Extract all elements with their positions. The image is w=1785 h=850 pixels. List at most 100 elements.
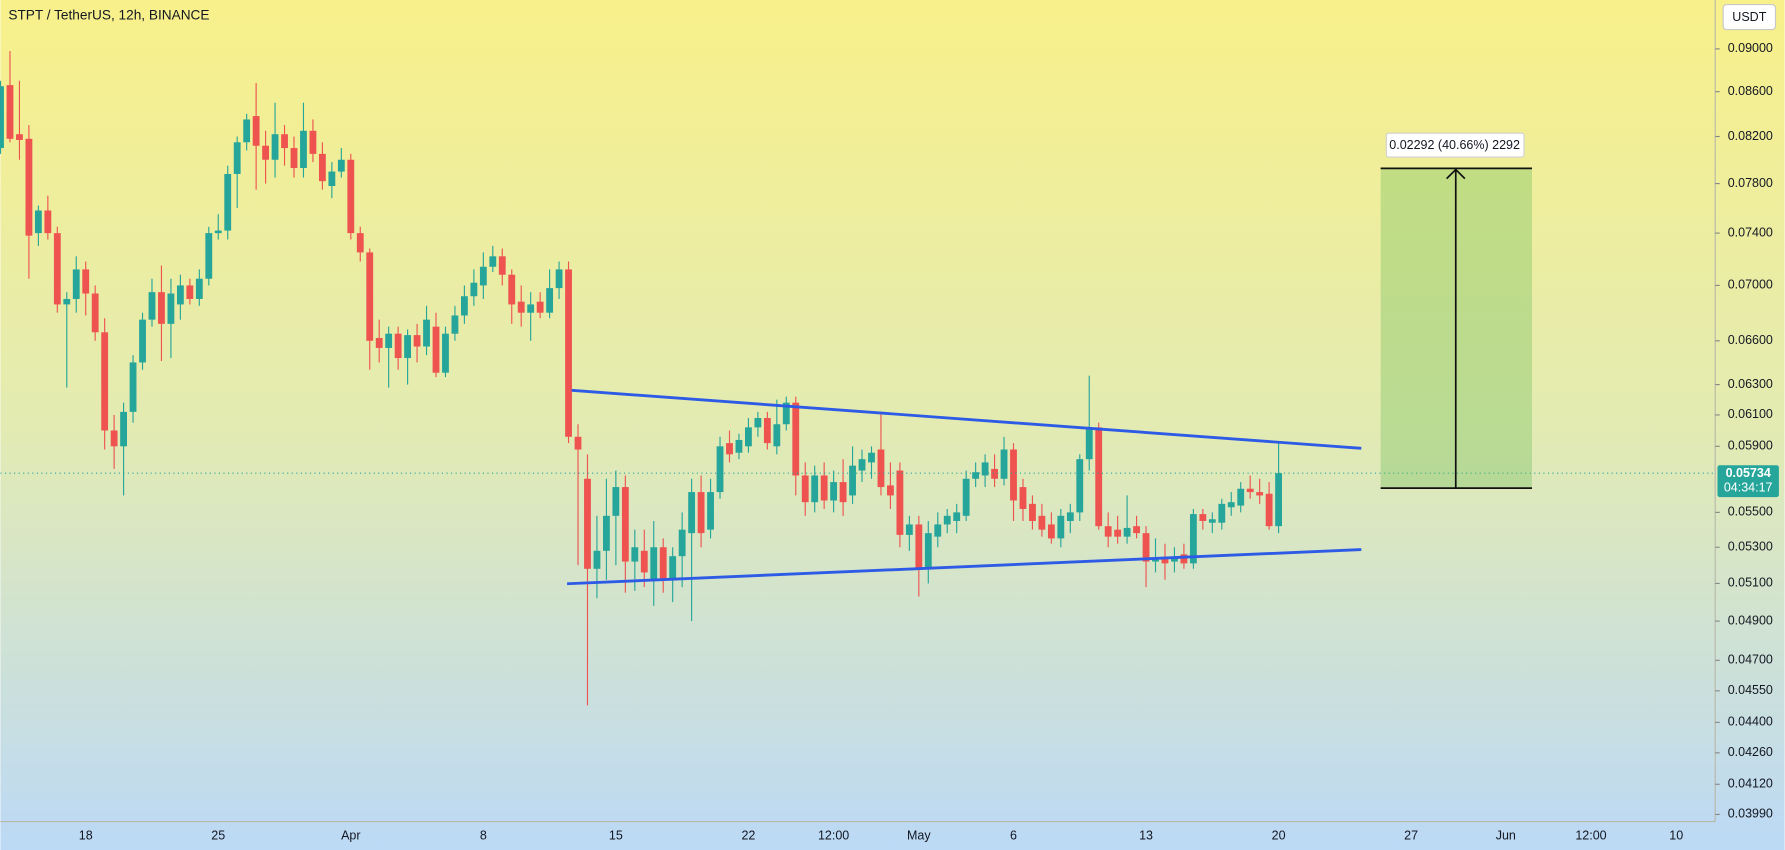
y-tick-label: 0.07800 bbox=[1728, 176, 1773, 190]
candle-body bbox=[735, 439, 743, 453]
candle-body bbox=[309, 130, 317, 154]
candle-body bbox=[1133, 526, 1140, 534]
y-tick-label: 0.04900 bbox=[1728, 613, 1773, 627]
chart-title: STPT / TetherUS, 12h, BINANCE bbox=[8, 8, 209, 23]
candle-body bbox=[205, 233, 213, 279]
candle-body bbox=[394, 333, 402, 359]
candle-body bbox=[820, 475, 828, 501]
candle-body bbox=[53, 233, 61, 305]
candle-body bbox=[896, 470, 904, 535]
candle-body bbox=[991, 468, 998, 479]
x-tick-label: Apr bbox=[341, 829, 360, 843]
candle-body bbox=[1104, 526, 1112, 537]
candle-body bbox=[565, 269, 572, 437]
candle-body bbox=[148, 292, 156, 320]
candle-body bbox=[1199, 514, 1207, 521]
candle-body bbox=[1265, 493, 1273, 527]
candle-body bbox=[650, 547, 658, 580]
x-tick-label: 27 bbox=[1404, 829, 1418, 843]
candle-body bbox=[1180, 554, 1188, 564]
y-tick-label: 0.04400 bbox=[1728, 715, 1773, 729]
candle-body bbox=[1066, 512, 1074, 521]
candle-body bbox=[858, 459, 866, 471]
candle-body bbox=[375, 337, 383, 348]
candle-body bbox=[271, 134, 279, 160]
candle-body bbox=[6, 85, 14, 139]
candle-body bbox=[621, 487, 629, 562]
candle-body bbox=[214, 230, 222, 234]
candle-body bbox=[1076, 459, 1084, 513]
candle-body bbox=[745, 427, 752, 447]
candle-body bbox=[1123, 527, 1131, 537]
candle-body bbox=[726, 443, 733, 455]
measure-label: 0.02292 (40.66%) 2292 bbox=[1389, 138, 1520, 152]
currency-badge[interactable] bbox=[1722, 3, 1777, 31]
candle-body bbox=[1142, 533, 1150, 562]
candle-body bbox=[224, 173, 232, 231]
candle-body bbox=[830, 482, 838, 501]
candle-body bbox=[110, 430, 118, 447]
candle-body bbox=[546, 288, 554, 313]
candle-body bbox=[981, 462, 989, 476]
y-tick-label: 0.05900 bbox=[1728, 439, 1773, 453]
candle-body bbox=[1010, 449, 1017, 501]
candle-body bbox=[1227, 502, 1235, 508]
y-tick-label: 0.06600 bbox=[1728, 333, 1773, 347]
candle-body bbox=[584, 478, 591, 569]
candle-body bbox=[1208, 519, 1216, 523]
candle-body bbox=[924, 533, 932, 569]
candle-body bbox=[593, 550, 601, 569]
x-tick-label: 25 bbox=[211, 829, 225, 843]
candle-body bbox=[1256, 492, 1264, 496]
candle-body bbox=[517, 301, 525, 313]
candle-body bbox=[300, 130, 307, 169]
candle-body bbox=[1047, 524, 1055, 539]
candle-body bbox=[555, 269, 563, 289]
candle-body bbox=[451, 315, 459, 334]
candle-body bbox=[120, 411, 127, 447]
candle-body bbox=[176, 285, 184, 305]
x-tick-label: 8 bbox=[480, 829, 487, 843]
candle-body bbox=[262, 145, 270, 160]
candle-body bbox=[754, 418, 762, 428]
y-tick-label: 0.06300 bbox=[1728, 377, 1773, 391]
candle-body bbox=[877, 449, 885, 488]
candle-body bbox=[697, 492, 705, 534]
candle-body bbox=[479, 266, 487, 286]
candle-body bbox=[716, 446, 724, 493]
candle-body bbox=[887, 485, 894, 496]
candle-body bbox=[915, 524, 923, 569]
candle-body bbox=[252, 116, 260, 146]
x-tick-label: Jun bbox=[1496, 829, 1516, 843]
x-tick-label: 13 bbox=[1139, 829, 1153, 843]
candle-body bbox=[498, 256, 506, 275]
x-tick-label: 18 bbox=[79, 829, 93, 843]
trend-line-lower[interactable] bbox=[567, 548, 1362, 586]
countdown-label: 04:34:17 bbox=[1724, 480, 1773, 494]
candle-body bbox=[962, 478, 970, 516]
candle-body bbox=[290, 148, 298, 169]
candle-body bbox=[849, 465, 856, 496]
candle-body bbox=[1237, 488, 1245, 506]
candle-body bbox=[1161, 557, 1169, 564]
candle-body bbox=[782, 402, 790, 425]
candle-body bbox=[707, 492, 714, 530]
candle-body bbox=[158, 292, 165, 324]
candle-body bbox=[460, 296, 468, 316]
y-tick-label: 0.07400 bbox=[1728, 225, 1773, 239]
candle-body bbox=[1019, 487, 1027, 509]
candle-body bbox=[413, 335, 421, 347]
candle-body bbox=[905, 524, 913, 535]
trend-line-upper[interactable] bbox=[571, 388, 1362, 450]
candle-body bbox=[640, 550, 648, 573]
candle-body bbox=[792, 402, 800, 476]
candle-body bbox=[536, 301, 544, 313]
candle-body bbox=[404, 335, 412, 359]
y-tick-label: 0.05500 bbox=[1728, 505, 1773, 519]
y-tick-label: 0.04260 bbox=[1728, 745, 1773, 759]
candle-body bbox=[25, 138, 33, 236]
candle-body bbox=[811, 475, 819, 503]
candle-body bbox=[602, 515, 610, 551]
y-tick-label: 0.05300 bbox=[1728, 540, 1773, 554]
candle-body bbox=[470, 282, 478, 297]
